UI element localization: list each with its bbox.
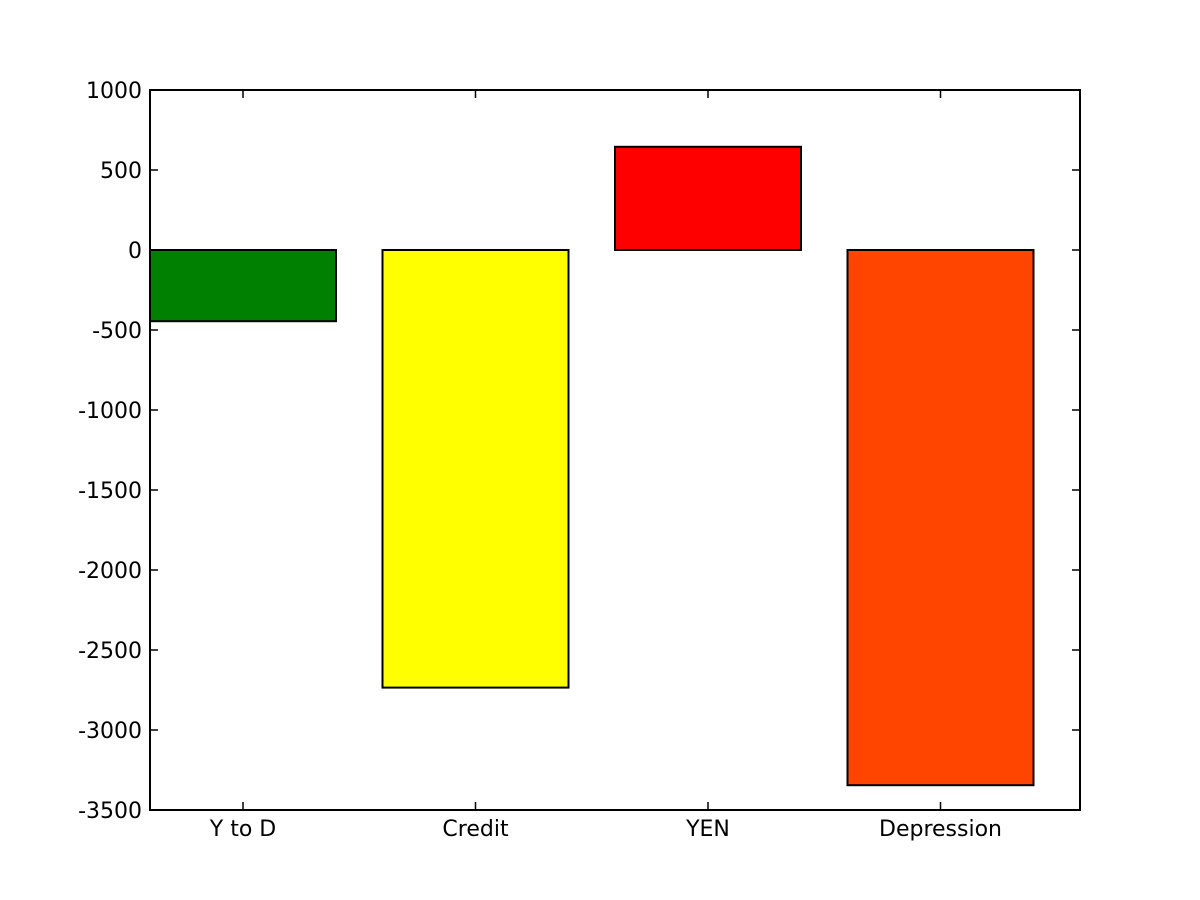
x-tick-label: Y to D — [209, 817, 276, 842]
x-tick-label: YEN — [685, 817, 730, 842]
y-tick-label: 0 — [128, 239, 142, 264]
bar-y-to-d — [149, 249, 337, 323]
y-tick-label: -500 — [92, 319, 142, 344]
plot-frame — [149, 89, 1081, 811]
bar-credit — [381, 249, 570, 689]
y-tick-label: -3000 — [78, 719, 142, 744]
bar-depression — [846, 249, 1035, 787]
bar-yen — [614, 145, 802, 251]
labels-layer: 1000 500 0 -500 -1000 -1500 -2000 -2500 -3000 -35… — [78, 79, 1002, 842]
y-tick-label: -1500 — [78, 479, 142, 504]
y-tick-label: -2500 — [78, 639, 142, 664]
bars-layer — [149, 145, 1035, 787]
y-tick-label: -1000 — [78, 399, 142, 424]
y-tick-label: 500 — [100, 159, 142, 184]
y-tick-label: -3500 — [78, 799, 142, 824]
x-tick-label: Credit — [442, 817, 509, 842]
x-tick-label: Depression — [879, 817, 1002, 842]
y-tick-label: -2000 — [78, 559, 142, 584]
y-tick-label: 1000 — [86, 79, 142, 104]
